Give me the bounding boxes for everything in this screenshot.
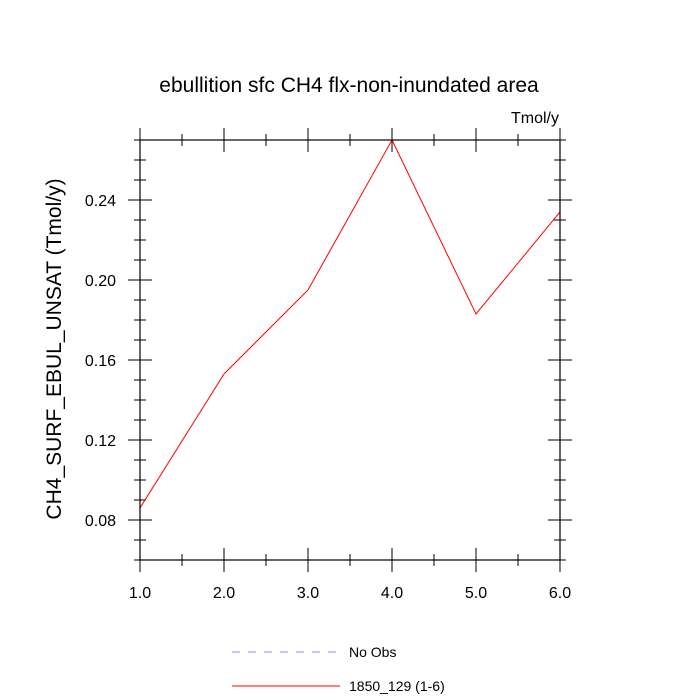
y-tick-label: 0.12 [85,433,116,450]
units-label: Tmol/y [511,110,559,127]
y-tick-label: 0.08 [85,513,116,530]
y-tick-label: 0.16 [85,353,116,370]
legend-label: No Obs [349,644,396,660]
x-tick-label: 3.0 [297,585,319,602]
y-tick-labels: 0.08 0.12 0.16 0.20 0.24 [85,193,116,530]
chart-title: ebullition sfc CH4 flx-non-inundated are… [159,74,539,97]
x-tick-label: 4.0 [381,585,403,602]
major-ticks [128,128,572,572]
x-tick-label: 1.0 [129,585,151,602]
x-tick-label: 5.0 [465,585,487,602]
minor-ticks [134,134,566,566]
x-tick-label: 6.0 [549,585,571,602]
x-tick-label: 2.0 [213,585,235,602]
plot-frame [139,139,561,561]
series-line [140,140,560,509]
x-tick-labels: 1.0 2.0 3.0 4.0 5.0 6.0 [129,585,571,602]
y-tick-label: 0.20 [85,273,116,290]
legend: No Obs 1850_129 (1-6) [232,644,445,694]
y-tick-label: 0.24 [85,193,116,210]
y-axis-label: CH4_SURF_EBUL_UNSAT (Tmol/y) [43,178,66,519]
series-layer [140,140,560,509]
legend-label: 1850_129 (1-6) [349,678,445,694]
